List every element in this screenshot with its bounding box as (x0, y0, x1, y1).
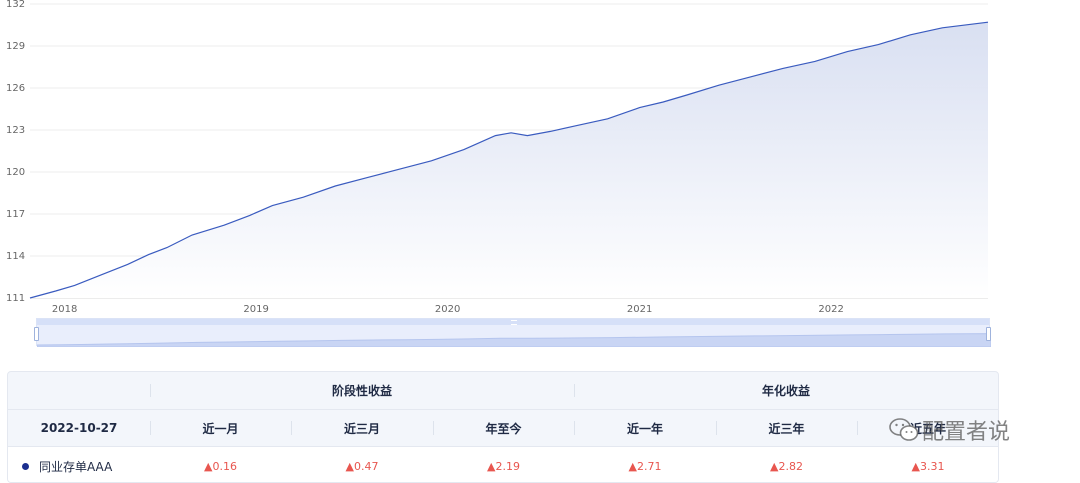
x-tick-label: 2021 (627, 304, 652, 315)
x-tick-label: 2018 (52, 304, 77, 315)
data-point[interactable] (333, 184, 337, 188)
data-point[interactable] (548, 129, 552, 133)
data-zoom-slider[interactable] (34, 318, 991, 347)
data-point[interactable] (365, 176, 369, 180)
table-header-row: 2022-10-27 近一月 近三月 年至今 近一年 近三年 近五年 (8, 409, 998, 446)
slider-grip-icon[interactable] (511, 320, 517, 325)
nav-chart: 111 114 117 120 123 126 129 132 2018 2019 2020 2021… (6, 0, 990, 315)
y-tick-label: 132 (6, 0, 25, 10)
data-point[interactable] (813, 59, 817, 63)
slider-preview (37, 333, 991, 347)
group-label-period: 阶段性收益 (331, 384, 392, 398)
data-point[interactable] (717, 83, 721, 87)
divider (150, 384, 151, 397)
header-ytd[interactable]: 年至今 (485, 421, 522, 436)
data-point[interactable] (781, 66, 785, 70)
data-point[interactable] (940, 26, 944, 30)
data-point[interactable] (685, 93, 689, 97)
slider-track[interactable] (37, 319, 989, 325)
y-tick-label: 129 (6, 41, 25, 52)
value-5y: ▲3.31 (911, 459, 945, 473)
data-point[interactable] (248, 213, 252, 217)
header-1y[interactable]: 近一年 (626, 421, 663, 436)
watermark: 配置者说 (888, 414, 1010, 446)
value-1y: ▲2.71 (628, 459, 662, 473)
data-point[interactable] (126, 262, 130, 266)
data-point[interactable] (749, 75, 753, 79)
data-point[interactable] (661, 100, 665, 104)
slider-left-handle[interactable] (34, 327, 39, 341)
header-1m[interactable]: 近一月 (202, 421, 239, 436)
series-name-cell: 同业存单AAA (8, 447, 150, 482)
slider-right-handle[interactable] (986, 327, 991, 341)
wechat-icon (889, 418, 919, 441)
data-point[interactable] (28, 296, 32, 300)
series-name: 同业存单AAA (39, 459, 113, 474)
data-point[interactable] (845, 50, 849, 54)
data-point[interactable] (165, 246, 169, 250)
divider (857, 421, 858, 435)
y-tick-label: 123 (6, 125, 25, 136)
data-point[interactable] (462, 148, 466, 152)
data-point[interactable] (190, 233, 194, 237)
value-1m: ▲0.16 (204, 459, 237, 473)
date-header: 2022-10-27 (40, 421, 118, 435)
series-dot-icon (22, 462, 29, 470)
header-3m[interactable]: 近三月 (343, 421, 380, 436)
y-tick-label: 126 (6, 83, 25, 94)
data-point[interactable] (54, 289, 58, 293)
divider (291, 421, 292, 435)
data-point[interactable] (101, 272, 105, 276)
table-group-header: 阶段性收益 年化收益 (8, 372, 998, 409)
data-point[interactable] (147, 253, 151, 257)
divider (574, 421, 575, 435)
data-point[interactable] (397, 167, 401, 171)
divider (433, 421, 434, 435)
data-point[interactable] (429, 159, 433, 163)
data-point[interactable] (73, 283, 77, 287)
data-point[interactable] (222, 223, 226, 227)
divider (716, 421, 717, 435)
x-tick-label: 2020 (435, 304, 460, 315)
data-point[interactable] (301, 195, 305, 199)
y-tick-label: 120 (6, 167, 25, 178)
divider (150, 421, 151, 435)
data-point[interactable] (525, 134, 529, 138)
data-point[interactable] (986, 20, 990, 24)
data-point[interactable] (908, 33, 912, 37)
returns-table: 阶段性收益 年化收益 2022-10-27 近一月 近三月 年至今 近一年 近三… (7, 371, 999, 483)
data-point[interactable] (876, 43, 880, 47)
header-5y[interactable]: 近五年 (909, 421, 946, 436)
value-ytd: ▲2.19 (487, 459, 520, 473)
data-point[interactable] (509, 131, 513, 135)
y-tick-label: 117 (6, 209, 25, 220)
header-3y[interactable]: 近三年 (768, 421, 805, 436)
data-point[interactable] (493, 134, 497, 138)
series-line[interactable] (29, 21, 989, 299)
divider (574, 384, 575, 397)
series-area (30, 22, 988, 298)
data-point[interactable] (606, 117, 610, 121)
value-3m: ▲0.47 (345, 459, 379, 473)
x-tick-label: 2022 (818, 304, 843, 315)
y-tick-label: 111 (6, 293, 25, 304)
watermark-text: 配置者说 (922, 420, 1011, 445)
table-row: 同业存单AAA ▲0.16 ▲0.47 ▲2.19 ▲2.71 ▲2.82 ▲3… (8, 446, 998, 482)
data-point[interactable] (638, 106, 642, 110)
data-point[interactable] (574, 124, 578, 128)
y-tick-label: 114 (6, 251, 25, 262)
x-tick-label: 2019 (243, 304, 268, 315)
data-point[interactable] (270, 204, 274, 208)
value-3y: ▲2.82 (770, 459, 803, 473)
group-label-annualized: 年化收益 (761, 384, 810, 398)
